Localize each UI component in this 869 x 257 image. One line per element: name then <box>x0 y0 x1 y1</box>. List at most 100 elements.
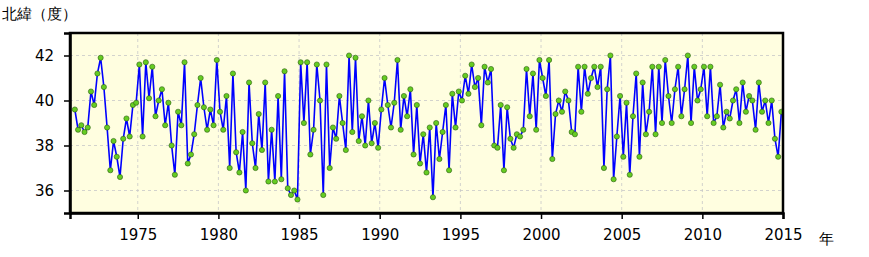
marker <box>269 127 274 132</box>
marker <box>527 114 532 119</box>
tick: 36 <box>35 182 70 200</box>
marker <box>146 96 151 101</box>
marker <box>598 64 603 69</box>
marker <box>385 102 390 107</box>
marker <box>614 134 619 139</box>
marker <box>427 125 432 130</box>
tick-label: 2005 <box>603 226 641 244</box>
tick: 1980 <box>200 213 238 244</box>
marker <box>440 129 445 134</box>
marker <box>585 91 590 96</box>
marker <box>740 80 745 85</box>
marker <box>179 123 184 128</box>
marker <box>663 57 668 62</box>
marker <box>759 109 764 114</box>
marker <box>556 98 561 103</box>
marker <box>621 154 626 159</box>
marker <box>121 136 126 141</box>
marker <box>553 111 558 116</box>
marker <box>466 91 471 96</box>
tick-label: 42 <box>35 47 54 65</box>
marker <box>508 136 513 141</box>
marker <box>588 75 593 80</box>
grid-line <box>70 100 783 101</box>
marker <box>469 62 474 67</box>
marker <box>763 98 768 103</box>
marker <box>576 64 581 69</box>
marker <box>346 53 351 58</box>
marker <box>337 93 342 98</box>
marker <box>266 179 271 184</box>
grid <box>70 33 783 213</box>
marker <box>505 105 510 110</box>
tick-label: 40 <box>35 92 54 110</box>
marker <box>182 60 187 65</box>
marker <box>301 120 306 125</box>
marker <box>747 93 752 98</box>
marker <box>601 165 606 170</box>
marker <box>140 134 145 139</box>
y-axis-title: 北緯（度） <box>2 5 77 23</box>
marker <box>479 123 484 128</box>
marker <box>669 120 674 125</box>
marker <box>105 125 110 130</box>
marker <box>708 64 713 69</box>
marker <box>546 57 551 62</box>
marker <box>501 168 506 173</box>
marker <box>476 75 481 80</box>
marker <box>530 71 535 76</box>
tick-label: 2000 <box>522 226 560 244</box>
marker <box>272 179 277 184</box>
marker <box>221 127 226 132</box>
marker <box>214 57 219 62</box>
marker <box>379 107 384 112</box>
marker <box>263 80 268 85</box>
marker <box>446 168 451 173</box>
marker <box>227 165 232 170</box>
marker <box>85 125 90 130</box>
marker <box>195 102 200 107</box>
marker <box>579 109 584 114</box>
marker <box>134 100 139 105</box>
marker <box>324 62 329 67</box>
marker <box>488 66 493 71</box>
y-axis: 36 38 40 42 <box>35 34 71 214</box>
marker <box>250 141 255 146</box>
marker <box>240 129 245 134</box>
marker <box>482 64 487 69</box>
marker <box>634 71 639 76</box>
marker <box>617 93 622 98</box>
marker <box>279 177 284 182</box>
marker <box>679 114 684 119</box>
marker <box>159 87 164 92</box>
tick: 42 <box>35 47 70 65</box>
marker <box>630 114 635 119</box>
marker <box>408 87 413 92</box>
marker <box>343 147 348 152</box>
marker <box>398 127 403 132</box>
marker <box>463 73 468 78</box>
marker <box>156 98 161 103</box>
marker <box>256 111 261 116</box>
marker <box>237 170 242 175</box>
marker <box>334 136 339 141</box>
marker <box>205 127 210 132</box>
marker <box>185 161 190 166</box>
tick-label: 2015 <box>764 226 802 244</box>
marker <box>750 98 755 103</box>
tick-label: 1975 <box>119 226 157 244</box>
marker <box>695 98 700 103</box>
marker <box>566 98 571 103</box>
marker <box>92 102 97 107</box>
tick: 2005 <box>603 213 641 244</box>
marker <box>127 134 132 139</box>
tick: 38 <box>35 137 70 155</box>
marker <box>376 145 381 150</box>
marker <box>172 172 177 177</box>
marker <box>217 109 222 114</box>
tick-label: 1995 <box>442 226 480 244</box>
marker <box>650 64 655 69</box>
marker <box>117 174 122 179</box>
marker <box>308 152 313 157</box>
marker <box>721 125 726 130</box>
